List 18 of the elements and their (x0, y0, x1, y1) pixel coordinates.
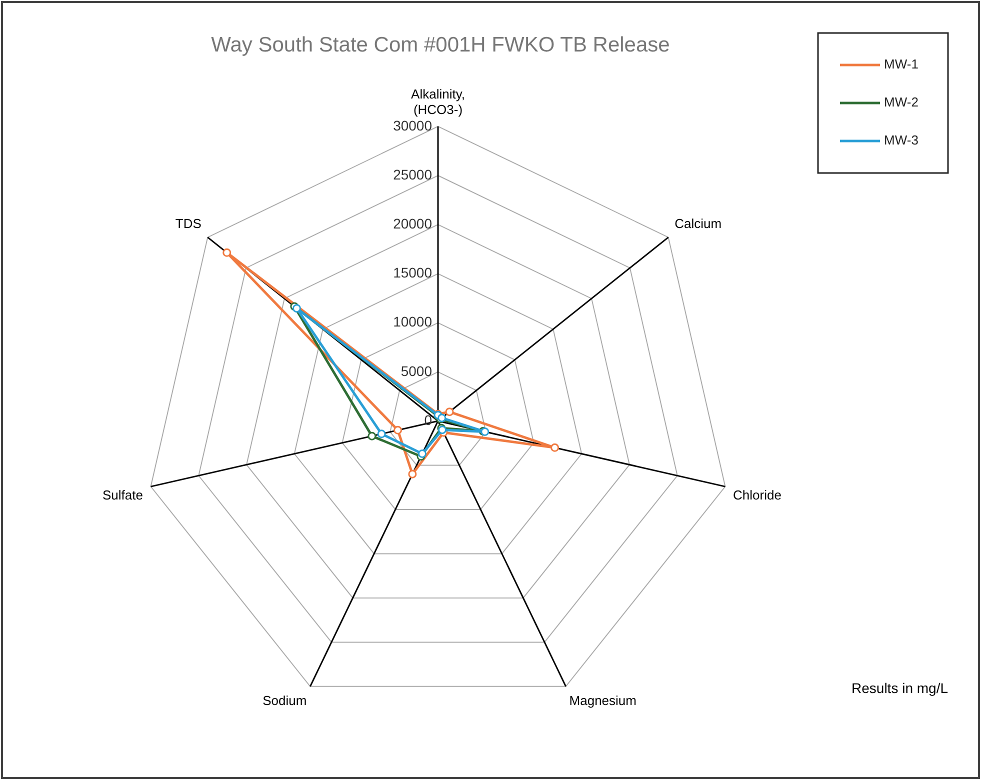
y-tick-label: 15000 (393, 264, 432, 281)
legend-label: MW-2 (884, 94, 918, 110)
legend-label: MW-3 (884, 132, 918, 148)
chart-title: Way South State Com #001H FWKO TB Release (211, 33, 670, 56)
spoke-label: Chloride (733, 488, 782, 503)
y-tick-label: 30000 (393, 117, 432, 134)
y-tick-label: 5000 (400, 362, 432, 379)
y-tick-label: 25000 (393, 166, 432, 182)
spoke-label: Alkalinity, (HCO3-) (411, 86, 465, 118)
y-tick-label: 20000 (393, 215, 432, 232)
text: Results in mg/L (852, 680, 948, 696)
spoke-label: Calcium (674, 216, 722, 232)
spoke-label: Sodium (262, 693, 307, 708)
spoke-label: Sulfate (102, 488, 143, 503)
y-tick-label: 10000 (393, 314, 432, 330)
legend-label: MW-1 (884, 56, 918, 72)
spoke-label: Magnesium (569, 693, 636, 708)
spoke-label: TDS (175, 216, 202, 232)
